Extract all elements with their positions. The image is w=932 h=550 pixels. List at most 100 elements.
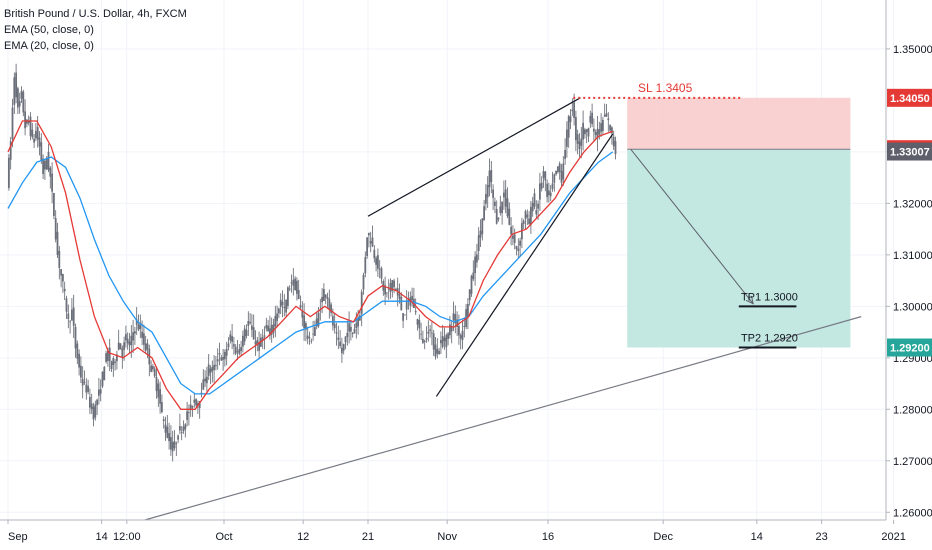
candle-body xyxy=(519,240,521,246)
candle-body xyxy=(414,311,417,313)
candle-body xyxy=(472,272,475,280)
trend-drawings[interactable] xyxy=(144,97,862,521)
risk-reward-zones xyxy=(627,97,851,348)
candle-body xyxy=(45,157,48,170)
candle-body xyxy=(380,268,383,279)
candle-body xyxy=(108,347,111,362)
candle-body xyxy=(366,237,368,256)
candle-body xyxy=(130,335,133,346)
candle-body xyxy=(270,324,273,335)
candle-body xyxy=(562,163,565,180)
candle-body xyxy=(510,226,512,235)
price-badge xyxy=(887,338,932,357)
price-axis[interactable]: 1.350001.330001.320001.310001.300001.290… xyxy=(885,0,932,520)
candle-body xyxy=(222,357,224,360)
wedge-upper-line xyxy=(367,97,581,217)
candle-body xyxy=(422,338,424,343)
candle-body xyxy=(323,289,325,301)
candle-body xyxy=(98,389,100,396)
candle-body xyxy=(553,174,556,183)
candle-body xyxy=(112,358,115,365)
candle-body xyxy=(252,327,255,340)
candle-body xyxy=(96,399,98,406)
candle-body xyxy=(180,432,183,434)
candle-body xyxy=(116,354,118,362)
candle-body xyxy=(445,335,448,348)
candle-body xyxy=(15,72,17,98)
candle-body xyxy=(395,288,397,291)
candle-body xyxy=(449,324,451,336)
candle-body xyxy=(420,333,422,335)
time-tick-label: Nov xyxy=(437,531,457,543)
candle-body xyxy=(584,129,586,135)
candle-body xyxy=(387,288,390,290)
candle-body xyxy=(107,350,109,361)
candle-body xyxy=(170,437,172,450)
candle-body xyxy=(51,173,53,192)
candle-body xyxy=(213,364,215,370)
ema50-line xyxy=(7,151,614,395)
candle-body xyxy=(90,403,93,410)
candle-body xyxy=(9,141,12,160)
candle-body xyxy=(549,192,552,197)
candle-body xyxy=(555,170,557,175)
candle-body xyxy=(101,371,104,387)
candle-body xyxy=(89,396,91,408)
candle-body xyxy=(60,269,62,276)
price-badge-label: 1.34050 xyxy=(890,93,930,105)
candle-body xyxy=(13,77,16,105)
candle-body xyxy=(65,298,68,312)
candle-body xyxy=(544,171,547,181)
candle-body xyxy=(54,218,57,240)
candle-body xyxy=(276,313,278,321)
candle-body xyxy=(402,313,404,321)
candle-body xyxy=(168,433,170,442)
candle-body xyxy=(593,128,595,132)
candle-body xyxy=(195,399,197,406)
candle-body xyxy=(76,343,79,359)
candle-body xyxy=(447,333,449,339)
time-tick-label: 23 xyxy=(815,531,827,543)
candle-body xyxy=(350,326,352,332)
candle-body xyxy=(571,109,574,112)
tp1-label: TP1 1.3000 xyxy=(741,291,798,303)
candle-body xyxy=(416,319,419,325)
price-badge xyxy=(887,142,932,161)
candle-body xyxy=(200,392,203,394)
wedge-lower-line xyxy=(435,133,614,397)
candle-body xyxy=(287,287,289,307)
candle-body xyxy=(386,292,388,294)
candle-body xyxy=(602,119,604,131)
candle-body xyxy=(558,163,561,173)
candle-body xyxy=(87,385,89,392)
candlesticks xyxy=(8,63,617,462)
candle-body xyxy=(591,112,593,125)
candle-body xyxy=(515,246,518,250)
candle-body xyxy=(58,250,61,268)
candle-body xyxy=(330,304,332,313)
candle-body xyxy=(567,116,570,138)
candle-body xyxy=(490,169,493,183)
candle-body xyxy=(243,328,246,342)
candle-body xyxy=(292,279,295,286)
candle-body xyxy=(362,274,365,290)
candle-body xyxy=(582,122,584,140)
candle-body xyxy=(139,322,142,329)
time-tick-label: 14 xyxy=(95,531,107,543)
candle-body xyxy=(99,389,102,394)
candle-body xyxy=(182,426,185,432)
time-axis[interactable]: Sep 14 12:00 Oct 12 21 Nov 16 Dec 14 23 2021 xyxy=(0,519,906,543)
candle-body xyxy=(306,335,309,339)
candle-body xyxy=(506,198,509,217)
candle-body xyxy=(236,351,239,353)
candle-body xyxy=(497,217,500,220)
candle-body xyxy=(393,280,395,287)
candle-body xyxy=(238,349,241,354)
candle-body xyxy=(528,218,530,225)
candle-body xyxy=(438,350,440,355)
candle-body xyxy=(125,334,127,341)
time-tick-label: Oct xyxy=(215,531,232,543)
candle-body xyxy=(342,343,345,351)
candle-body xyxy=(503,192,505,198)
